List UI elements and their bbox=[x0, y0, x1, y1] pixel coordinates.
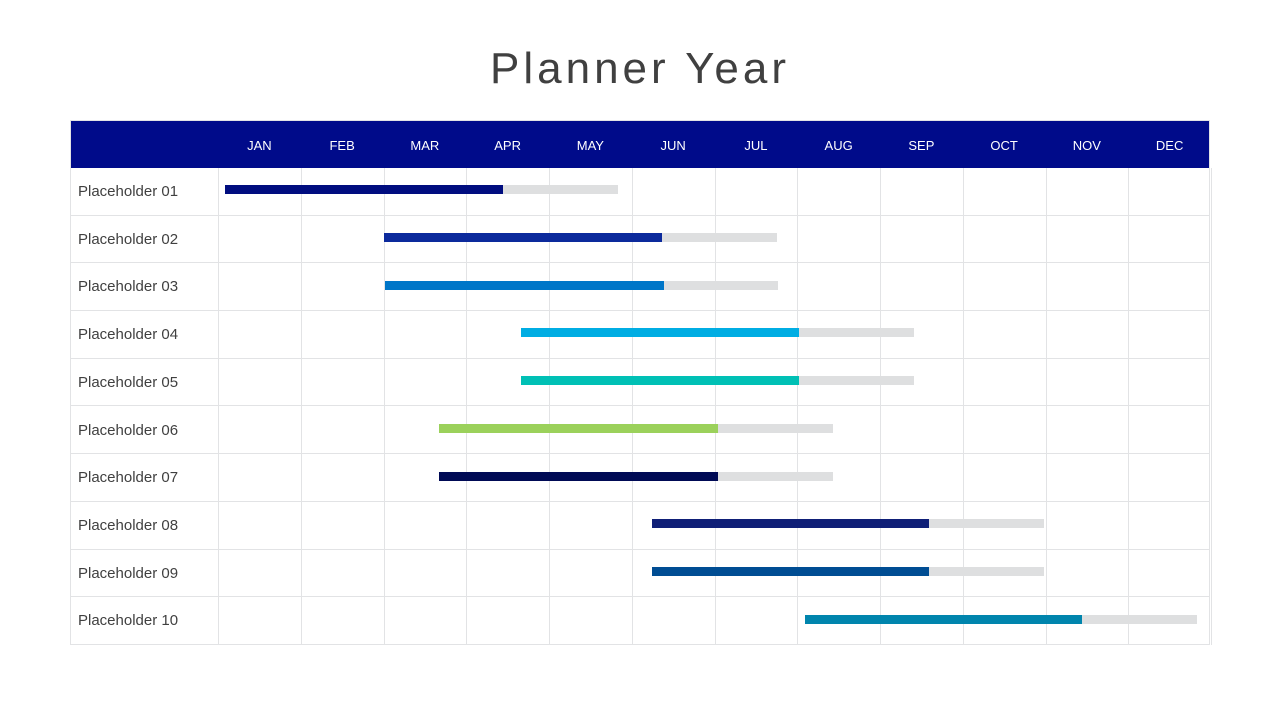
table-row: Placeholder 07 bbox=[70, 454, 1210, 502]
task-bar-progress bbox=[385, 280, 664, 290]
task-label: Placeholder 07 bbox=[78, 469, 179, 487]
task-bar-progress bbox=[651, 566, 929, 576]
task-label: Placeholder 01 bbox=[78, 183, 179, 200]
task-bar-progress bbox=[438, 423, 718, 433]
grid-line bbox=[1128, 168, 1130, 645]
grid-line bbox=[300, 168, 302, 645]
table-row: Placeholder 05 bbox=[70, 359, 1210, 407]
page-title: Planner Year bbox=[490, 44, 790, 93]
month-label-jul: JUL bbox=[744, 138, 768, 153]
grid-line bbox=[880, 168, 881, 645]
table-row: Placeholder 09 bbox=[70, 550, 1210, 598]
grid-line bbox=[466, 168, 468, 645]
grid-line bbox=[962, 168, 964, 645]
grid-line bbox=[631, 168, 633, 645]
month-label-jun: JUN bbox=[660, 138, 686, 153]
grid-line bbox=[1045, 168, 1047, 645]
table-row: Placeholder 04 bbox=[70, 311, 1210, 359]
month-label-sep: SEP bbox=[908, 138, 935, 153]
task-bar-progress bbox=[438, 471, 718, 481]
month-label-may: MAY bbox=[576, 138, 604, 153]
month-label-jan: JAN bbox=[247, 138, 272, 153]
task-bar-progress bbox=[520, 376, 799, 386]
task-bar-progress bbox=[224, 185, 504, 195]
task-label: Placeholder 02 bbox=[78, 230, 179, 248]
month-label-dec: DEC bbox=[1155, 138, 1184, 153]
grid-line bbox=[797, 168, 799, 645]
task-label: Placeholder 10 bbox=[78, 612, 179, 630]
grid-line bbox=[1211, 168, 1212, 645]
task-label: Placeholder 05 bbox=[78, 373, 179, 391]
grid-line bbox=[383, 168, 385, 645]
gantt-grid: JAN FEB MAR APR MAY JUN JUL AUG SEP OCT NOV DEC Pla… bbox=[70, 120, 1212, 645]
month-label-nov: NOV bbox=[1072, 138, 1101, 153]
month-label-aug: AUG bbox=[824, 138, 853, 153]
month-label-oct: OCT bbox=[990, 138, 1018, 153]
grid-line bbox=[549, 168, 550, 645]
task-label: Placeholder 04 bbox=[78, 326, 179, 344]
table-row: Placeholder 03 bbox=[70, 263, 1210, 312]
month-label-feb: FEB bbox=[329, 138, 355, 153]
task-bar-progress bbox=[651, 519, 929, 529]
grid-line bbox=[218, 168, 219, 645]
table-row: Placeholder 01 bbox=[70, 168, 1210, 216]
table-row: Placeholder 06 bbox=[70, 407, 1210, 455]
month-header: JAN FEB MAR APR MAY JUN JUL AUG SEP OCT NOV DEC bbox=[70, 120, 1210, 168]
month-label-mar: MAR bbox=[410, 138, 440, 153]
table-row: Placeholder 02 bbox=[70, 216, 1210, 264]
month-label-apr: APR bbox=[494, 138, 521, 153]
task-label: Placeholder 03 bbox=[78, 278, 179, 296]
task-bar-progress bbox=[804, 614, 1082, 624]
grid-line bbox=[714, 168, 716, 645]
task-bar-progress bbox=[520, 328, 799, 338]
task-label: Placeholder 06 bbox=[78, 421, 179, 439]
table-row: Placeholder 08 bbox=[70, 502, 1210, 550]
task-label: Placeholder 08 bbox=[78, 516, 179, 534]
task-label: Placeholder 09 bbox=[78, 564, 179, 582]
task-bar-progress bbox=[383, 233, 663, 243]
